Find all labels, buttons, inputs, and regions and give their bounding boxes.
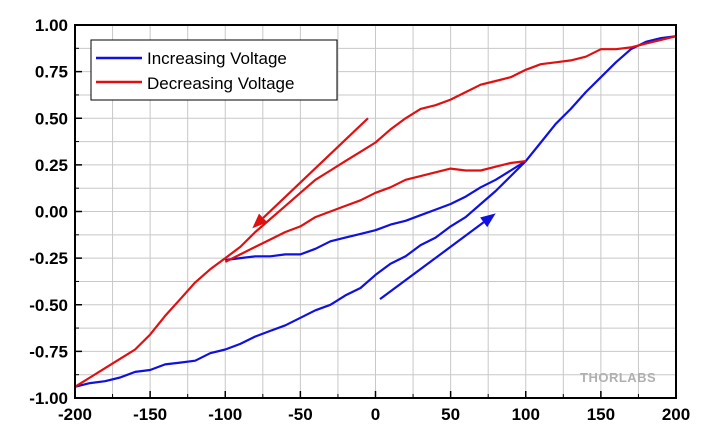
series-line-1 xyxy=(75,35,676,388)
y-tick-label: 1.00 xyxy=(35,16,68,35)
legend-label-increasing: Increasing Voltage xyxy=(147,49,287,68)
x-tick-labels: -200 -150 -100 -50 0 50 100 150 200 xyxy=(58,405,690,424)
x-tick-label: 100 xyxy=(512,405,540,424)
x-tick-label: 50 xyxy=(441,405,460,424)
series-line-0 xyxy=(75,35,676,388)
y-tick-label: -0.25 xyxy=(29,249,68,268)
x-tick-label: -50 xyxy=(288,405,313,424)
series-layer xyxy=(75,35,676,388)
y-tick-label: -0.75 xyxy=(29,342,68,361)
y-tick-label: 0.25 xyxy=(35,156,68,175)
y-tick-label: -0.50 xyxy=(29,296,68,315)
series-line-2 xyxy=(225,160,527,262)
increasing-arrow-shaft xyxy=(379,221,485,301)
y-tick-label: 0.00 xyxy=(35,203,68,222)
decreasing-arrow-head xyxy=(252,213,268,229)
x-tick-label: -100 xyxy=(208,405,242,424)
decreasing-arrow-shaft xyxy=(262,117,369,219)
y-tick-label: 0.75 xyxy=(35,63,68,82)
y-tick-labels: 1.00 0.75 0.50 0.25 0.00 -0.25 -0.50 -0.75 -1.00 xyxy=(29,16,68,408)
legend: Increasing Voltage Decreasing Voltage xyxy=(90,39,338,101)
thorlabs-watermark: THORLABS xyxy=(580,370,656,385)
arrows-layer xyxy=(252,117,496,301)
x-tick-label: 200 xyxy=(662,405,690,424)
x-tick-label: 150 xyxy=(587,405,615,424)
legend-box xyxy=(90,39,338,101)
increasing-arrow-head xyxy=(480,213,496,228)
x-tick-label: 0 xyxy=(371,405,380,424)
y-tick-label: -1.00 xyxy=(29,389,68,408)
x-tick-label: -200 xyxy=(58,405,92,424)
y-tick-label: 0.50 xyxy=(35,109,68,128)
axis-ticks xyxy=(74,24,677,399)
legend-label-decreasing: Decreasing Voltage xyxy=(147,74,294,93)
x-tick-label: -150 xyxy=(133,405,167,424)
series-line-3 xyxy=(224,160,526,263)
